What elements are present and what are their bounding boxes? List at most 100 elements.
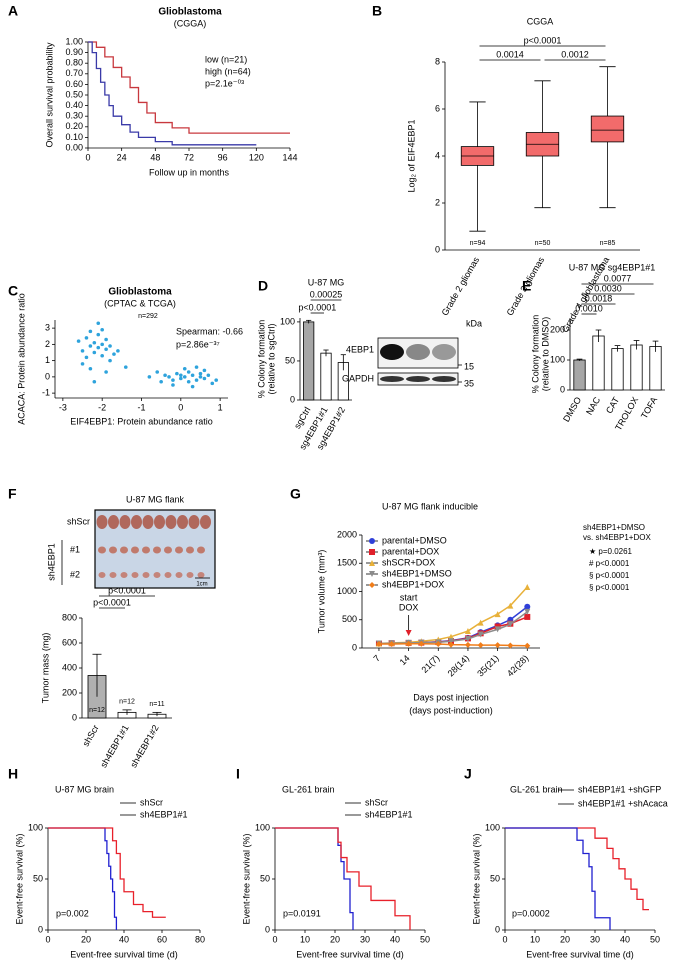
tumor	[131, 572, 139, 578]
point	[96, 345, 101, 350]
y-axis-label: Tumor mass (mg)	[40, 633, 50, 704]
tumor	[197, 572, 205, 578]
blot-band	[380, 344, 404, 360]
chart-subtitle: (CGGA)	[174, 18, 207, 28]
survival-curve	[275, 827, 411, 930]
point	[206, 373, 211, 378]
y-tick-label: 1	[45, 355, 50, 365]
significance-label: 0.0077	[604, 273, 632, 283]
point	[182, 366, 187, 371]
panel-letter: I	[236, 766, 240, 782]
n-label: n=85	[600, 240, 616, 247]
y-axis-label: (relative to DMSO)	[540, 317, 550, 392]
legend-marker	[369, 560, 375, 566]
point	[108, 344, 112, 348]
x-tick-label: 40	[390, 934, 400, 944]
x-tick-label: 40	[620, 934, 630, 944]
marker	[464, 641, 471, 648]
x-tick-label: TOFA	[639, 395, 659, 420]
point	[92, 340, 97, 345]
x-axis-label: EIF4EBP1: Protein abundance ratio	[70, 416, 213, 426]
point	[163, 373, 167, 378]
legend-label: sh4EBP1#1 +shAcaca	[578, 798, 668, 808]
x-tick-label: sh4EBP1#2	[128, 723, 160, 769]
point	[214, 378, 219, 382]
tumor	[142, 546, 150, 554]
blot-label: 4EBP1	[346, 344, 374, 354]
significance-label: p<0.0001	[524, 35, 562, 45]
marker	[507, 621, 514, 628]
tumor	[164, 546, 172, 554]
point	[179, 376, 183, 381]
y-tick-label: 0.70	[65, 68, 83, 78]
y-tick-label: 0.80	[65, 58, 83, 68]
point	[96, 332, 101, 337]
x-tick-label: 10	[530, 934, 540, 944]
legend-label: low (n=21)	[205, 54, 247, 64]
point	[88, 344, 93, 348]
point	[167, 375, 171, 379]
tumor	[153, 572, 161, 578]
point	[123, 365, 128, 369]
y-tick-label: 800	[62, 612, 77, 622]
x-tick-label: sh4EBP1#1	[98, 723, 130, 769]
point	[186, 379, 191, 384]
legend-label: sh4EBP1#1	[140, 809, 188, 819]
y-tick-label: 0	[265, 924, 270, 934]
significance-label: p<0.0001	[108, 585, 146, 595]
point	[104, 370, 108, 374]
survival-curve	[505, 827, 649, 911]
y-tick-label: -1	[42, 388, 50, 398]
y-tick-label: 50	[285, 355, 295, 365]
point	[116, 349, 120, 353]
marker	[524, 613, 531, 620]
stats-label: ★ p=0.0261	[589, 547, 633, 556]
tumor	[154, 515, 165, 529]
blot-band	[406, 344, 430, 360]
y-tick-label: 0	[560, 384, 565, 394]
x-axis-label: Days post injection	[413, 692, 489, 702]
annotation: p=0.0002	[512, 908, 550, 918]
x-tick-label: 10	[300, 934, 310, 944]
annotation: p=2.1e⁻⁰³	[205, 78, 244, 88]
blot-band	[432, 344, 456, 360]
x-axis-label: (days post-induction)	[409, 705, 493, 715]
panel-letter: B	[372, 3, 382, 19]
tumor	[131, 546, 139, 554]
y-tick-label: 0	[38, 924, 43, 934]
survival-curve	[48, 827, 166, 918]
significance-label: 0.0012	[561, 49, 589, 59]
point	[182, 375, 187, 379]
legend-label: shScr	[140, 797, 163, 807]
y-tick-label: 100	[280, 316, 295, 326]
x-axis-label: Event-free survival time (d)	[296, 949, 404, 959]
y-tick-label: 0.30	[65, 111, 83, 121]
point	[112, 352, 116, 356]
y-tick-label: 100	[255, 822, 270, 832]
survival-curve	[48, 827, 118, 930]
legend-label: sh4EBP1#1	[365, 809, 413, 819]
bar	[320, 352, 332, 401]
annotation: start	[400, 592, 418, 602]
marker	[494, 642, 501, 649]
n-label: n=11	[149, 701, 164, 708]
y-tick-label: 0	[45, 371, 50, 381]
x-tick-label: 0	[85, 152, 90, 162]
point	[179, 373, 183, 378]
tumor	[108, 515, 119, 529]
significance-label: p<0.0001	[93, 597, 131, 607]
y-axis-label: Event-free survival (%)	[471, 833, 481, 924]
x-tick-label: 28(14)	[446, 653, 471, 678]
y-tick-label: 2	[435, 197, 440, 207]
point	[104, 337, 108, 342]
panel-letter: D	[258, 278, 268, 294]
y-tick-label: 0	[290, 394, 295, 404]
x-tick-label: 0	[272, 934, 277, 944]
y-axis-label: Log₂ of EIF4EBP1	[406, 119, 416, 192]
x-tick-label: 72	[184, 152, 194, 162]
point	[198, 371, 203, 376]
point	[159, 379, 163, 384]
y-tick-label: 0.60	[65, 79, 83, 89]
tumor	[164, 572, 172, 578]
